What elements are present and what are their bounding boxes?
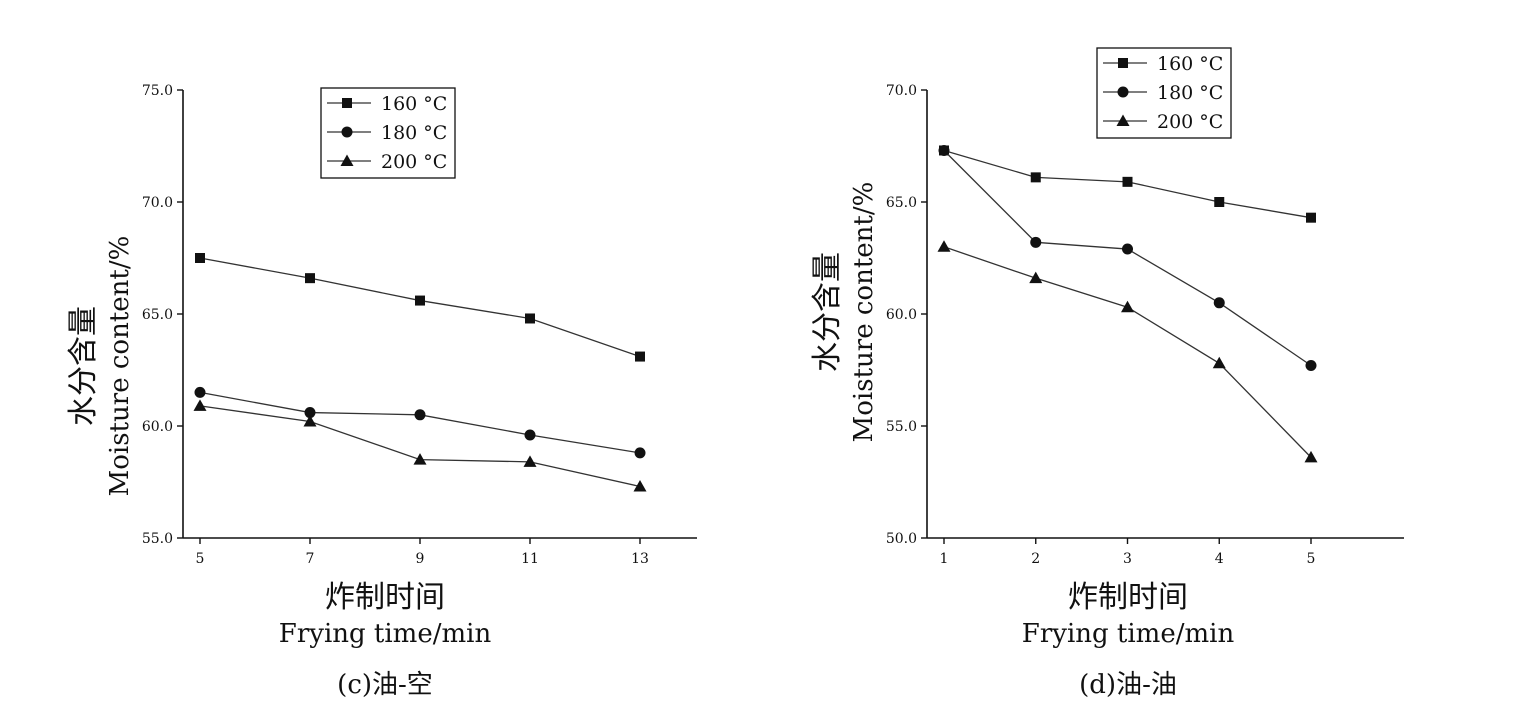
chart-d-series-2-point (937, 240, 951, 252)
chart-c-caption: (c)油-空 (337, 670, 433, 700)
chart-c-x-tick-label: 11 (521, 551, 539, 567)
chart-d-series-1-point (938, 144, 950, 156)
chart-c-x-tick-label: 13 (631, 551, 649, 567)
chart-d-series-2-point (1212, 356, 1226, 369)
chart-c-series-2-point (193, 399, 207, 411)
chart-c-series-2-point (633, 479, 647, 492)
chart-d-x-tick-label: 4 (1215, 551, 1224, 567)
chart-d-legend-marker-1 (1117, 86, 1129, 98)
chart-c-series-1-point (194, 386, 206, 398)
chart-d-series-1-point (1305, 360, 1317, 372)
chart-d-ylabel-en: Moisture content/% (849, 181, 879, 443)
chart-d-legend-marker-2 (1116, 114, 1130, 126)
chart-d-series-2-point (1029, 271, 1043, 284)
chart-d-series-2-line (943, 246, 1312, 458)
chart-d-x-tick-label: 2 (1031, 551, 1040, 567)
chart-d-legend-label-1: 180 °C (1157, 82, 1223, 104)
chart-d-series-0-point (1122, 176, 1133, 187)
chart-c-series-1-point (414, 409, 426, 421)
chart-c-series-0-point (635, 351, 645, 362)
chart-c-series-0-point (525, 313, 535, 324)
chart-c-series-1-point (524, 429, 536, 441)
chart-d-xlabel-cn: 炸制时间 (1068, 580, 1188, 615)
chart-c-y-tick-label: 65.0 (142, 307, 173, 323)
chart-d-series-0-point (1030, 172, 1041, 183)
chart-c-xlabel-en: Frying time/min (278, 619, 492, 649)
chart-c-series-2-point (413, 453, 427, 465)
chart-d-series-0-point (1306, 212, 1316, 223)
chart-d-series-2-point (1304, 450, 1318, 463)
chart-d-series-2-point (1121, 300, 1134, 313)
chart-d-series-1-point (1122, 243, 1133, 255)
chart-d-legend-label-2: 200 °C (1157, 111, 1223, 133)
chart-c-legend-marker-0 (342, 98, 352, 108)
chart-c-legend-label-2: 200 °C (381, 151, 447, 173)
chart-d-y-axis-label: 水分含量 Moisture content/% (810, 152, 882, 472)
chart-d-x-tick-label: 3 (1123, 551, 1132, 567)
chart-panel-c: 55.0 60.0 65.0 70.0 75.0 5 7 9 11 13 160 °C 180 °C 2… (0, 0, 756, 716)
chart-d-xlabel-en: Frying time/min (1021, 619, 1235, 649)
chart-c-y-tick-label: 60.0 (142, 419, 173, 435)
chart-c-series-1-line (199, 391, 641, 454)
chart-c-series-0-point (415, 295, 425, 306)
chart-c-series-2-point (303, 415, 317, 427)
chart-d-y-tick-label: 65.0 (886, 195, 917, 211)
chart-d-plot: 50.0 55.0 60.0 65.0 70.0 1 2 3 4 5 160 °C 180 °C 200… (886, 47, 1404, 567)
chart-d-series-0-point (1214, 197, 1225, 207)
chart-c-series-0-point (195, 253, 205, 263)
chart-d-y-tick-label: 50.0 (886, 531, 917, 547)
chart-c-xlabel-cn: 炸制时间 (325, 580, 445, 615)
chart-c-legend-marker-1 (341, 126, 353, 138)
chart-d-caption: (d)油-油 (1079, 670, 1177, 700)
chart-d-ylabel-cn: 水分含量 (810, 252, 845, 372)
chart-c-ylabel-en: Moisture content/% (105, 235, 135, 497)
chart-d-y-tick-label: 55.0 (886, 419, 917, 435)
chart-d-series-1-point (1213, 297, 1225, 309)
chart-d-legend-label-0: 160 °C (1157, 53, 1223, 75)
chart-c-x-tick-label: 5 (196, 551, 205, 567)
chart-c-legend-label-1: 180 °C (381, 122, 447, 144)
chart-c-series-2-point (523, 455, 537, 467)
chart-c-y-tick-label: 75.0 (142, 83, 173, 99)
chart-c-series-0-point (305, 273, 315, 284)
chart-c-x-tick-label: 7 (306, 551, 315, 567)
chart-c-x-tick-label: 9 (416, 551, 425, 567)
chart-c-y-tick-label: 55.0 (142, 531, 173, 547)
chart-c-series-1-point (304, 407, 316, 419)
chart-panel-d: 50.0 55.0 60.0 65.0 70.0 1 2 3 4 5 160 °C 180 °C 200… (756, 0, 1513, 716)
chart-c-y-axis-label: 水分含量 Moisture content/% (66, 206, 138, 526)
chart-c-ylabel-cn: 水分含量 (66, 306, 101, 426)
chart-c-plot: 55.0 60.0 65.0 70.0 75.0 5 7 9 11 13 160 °C 180 °C 2… (142, 83, 697, 567)
chart-d-y-tick-label: 60.0 (886, 307, 917, 323)
chart-c-series-0-line (199, 257, 641, 358)
chart-d-x-tick-label: 5 (1307, 551, 1316, 567)
chart-d-legend-marker-0 (1118, 58, 1128, 68)
chart-c-legend-label-0: 160 °C (381, 93, 447, 115)
chart-d-series-1-point (1030, 236, 1042, 248)
chart-d-y-tick-label: 70.0 (886, 83, 917, 99)
chart-c-legend-marker-2 (340, 154, 354, 166)
chart-c-series-1-point (634, 447, 646, 459)
chart-c-y-tick-label: 70.0 (142, 195, 173, 211)
chart-d-x-tick-label: 1 (940, 551, 949, 567)
